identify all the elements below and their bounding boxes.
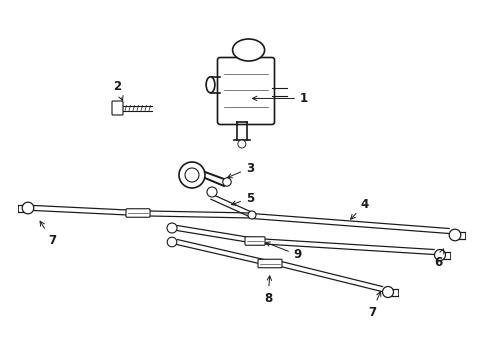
Circle shape [448,229,460,241]
FancyBboxPatch shape [258,259,282,268]
Text: 1: 1 [252,92,307,105]
Circle shape [206,187,217,197]
Text: 2: 2 [113,80,123,100]
Circle shape [382,287,393,297]
FancyBboxPatch shape [126,209,150,217]
Circle shape [247,211,256,219]
Text: 8: 8 [264,276,271,305]
Text: 4: 4 [350,198,368,219]
Ellipse shape [206,77,214,93]
Text: 6: 6 [433,249,443,269]
FancyBboxPatch shape [244,237,264,245]
Circle shape [223,178,231,186]
Circle shape [434,249,445,261]
Circle shape [179,162,204,188]
Circle shape [167,237,177,247]
Text: 7: 7 [40,221,56,247]
Circle shape [167,223,177,233]
Circle shape [184,168,199,182]
Circle shape [237,140,245,148]
Ellipse shape [232,39,264,61]
Text: 3: 3 [227,162,254,178]
Circle shape [22,202,34,214]
Text: 9: 9 [265,242,302,261]
FancyBboxPatch shape [217,58,274,125]
FancyBboxPatch shape [112,101,123,115]
Text: 7: 7 [367,292,380,319]
Text: 5: 5 [231,192,254,205]
